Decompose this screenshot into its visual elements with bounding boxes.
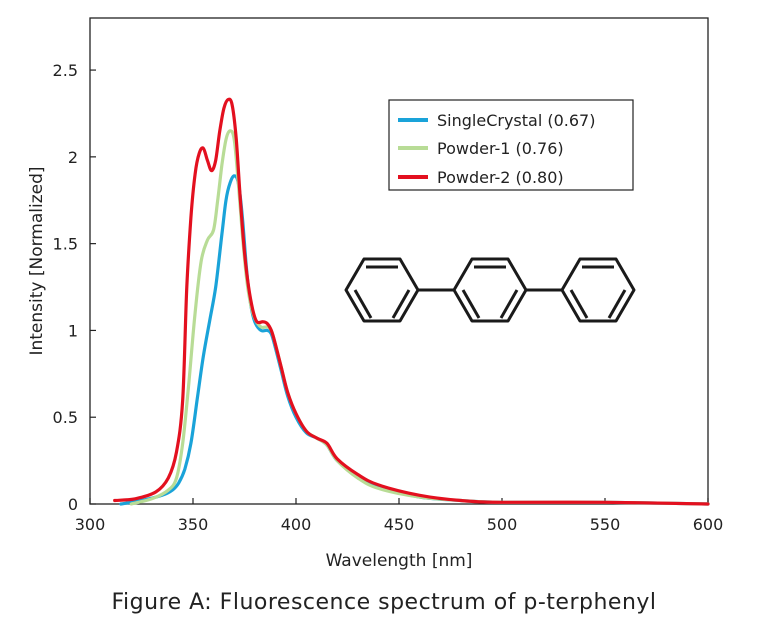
y-tick-label: 2.5 [53,61,78,80]
legend: SingleCrystal (0.67) Powder-1 (0.76) Powde… [388,99,634,191]
y-tick-label: 1.5 [53,235,78,254]
chart: 300 350 400 450 500 550 600 0 0.5 1 1.5 2 2.5 Wavele… [27,17,724,571]
x-tick-label: 500 [487,515,518,534]
y-tick-label: 0.5 [53,408,78,427]
legend-box [388,99,634,191]
x-tick-label: 400 [281,515,312,534]
x-tick-label: 600 [693,515,724,534]
series-lines [113,97,710,506]
y-tick-label: 0 [68,495,78,514]
figure-caption: Figure A: Fluorescence spectrum of p-ter… [111,590,657,615]
y-tick-label: 2 [68,148,78,167]
legend-label-3: Powder-2 (0.80) [437,168,564,187]
y-axis-label: Intensity [Normalized] [27,166,47,355]
series-line-3 [113,97,710,506]
y-tick-label: 1 [68,321,78,340]
axis-ticks: 300 350 400 450 500 550 600 0 0.5 1 1.5 2 2.5 [53,61,724,534]
legend-label-2: Powder-1 (0.76) [437,139,564,158]
x-tick-label: 450 [384,515,415,534]
x-tick-label: 550 [590,515,621,534]
legend-label-1: SingleCrystal (0.67) [437,111,595,130]
x-tick-label: 300 [75,515,106,534]
legend-items: SingleCrystal (0.67) Powder-1 (0.76) Powde… [398,111,595,187]
p-terphenyl-structure-icon [344,257,636,323]
x-axis-label: Wavelength [nm] [326,551,473,571]
x-tick-label: 350 [178,515,209,534]
